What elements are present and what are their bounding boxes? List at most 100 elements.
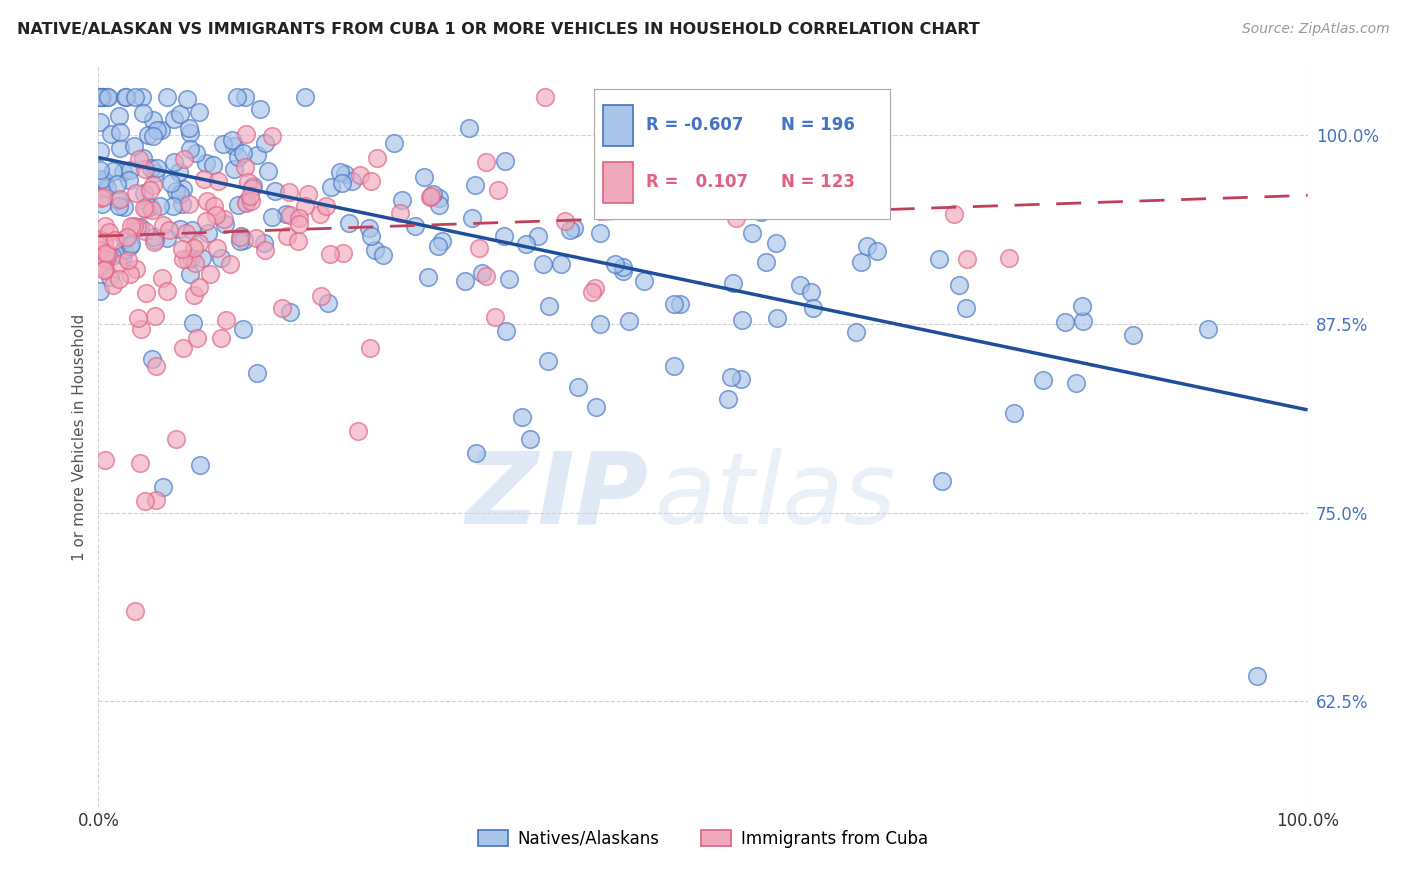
Point <box>562 221 585 235</box>
Point <box>129 456 152 470</box>
Point <box>141 161 163 176</box>
Point <box>229 229 252 244</box>
Point <box>391 193 413 207</box>
Point <box>207 241 229 255</box>
Point <box>98 225 121 239</box>
Point <box>212 211 235 226</box>
Point <box>1197 322 1219 336</box>
Point <box>589 317 612 331</box>
Point <box>585 400 607 414</box>
Point <box>359 342 381 356</box>
Point <box>159 177 181 191</box>
Point <box>118 162 141 177</box>
Point <box>464 178 486 192</box>
Point <box>948 278 970 293</box>
Point <box>235 195 257 210</box>
Point <box>89 90 111 104</box>
Point <box>226 90 249 104</box>
Point <box>335 168 357 182</box>
Point <box>169 222 191 236</box>
Point <box>90 191 112 205</box>
Point <box>257 164 280 178</box>
Point <box>101 249 124 263</box>
Point <box>120 267 142 281</box>
Point <box>114 200 136 214</box>
Point <box>135 286 157 301</box>
Point <box>413 169 436 184</box>
Point <box>789 277 811 292</box>
Point <box>1002 406 1025 420</box>
Point <box>427 239 450 253</box>
Point <box>226 150 249 164</box>
Point <box>515 236 537 251</box>
Point <box>141 203 163 218</box>
Point <box>112 248 135 262</box>
Point <box>633 274 655 288</box>
Point <box>112 243 135 257</box>
Point <box>668 296 690 310</box>
Point <box>172 196 194 211</box>
Point <box>228 230 250 244</box>
Point <box>173 153 195 167</box>
Point <box>224 162 246 177</box>
Point <box>114 231 136 245</box>
Point <box>239 194 262 209</box>
Point <box>166 432 188 446</box>
Point <box>844 325 866 339</box>
Point <box>340 174 363 188</box>
Point <box>825 190 848 204</box>
Point <box>928 252 950 266</box>
Point <box>143 235 166 249</box>
Point <box>233 160 256 174</box>
Point <box>94 453 117 467</box>
Point <box>337 216 360 230</box>
Point <box>294 199 316 213</box>
Point <box>749 204 772 219</box>
Point <box>89 163 111 178</box>
Point <box>554 214 576 228</box>
Point <box>149 199 172 213</box>
Point <box>537 354 560 368</box>
Point <box>110 192 132 206</box>
Point <box>654 164 676 178</box>
Point <box>132 201 155 215</box>
Point <box>89 243 111 257</box>
Point <box>240 180 263 194</box>
Point <box>801 301 824 315</box>
Point <box>253 136 276 150</box>
Point <box>93 235 115 249</box>
Point <box>955 301 977 315</box>
Point <box>167 165 190 179</box>
Point <box>96 181 118 195</box>
Point <box>132 186 155 201</box>
Point <box>188 458 211 472</box>
Point <box>205 208 228 222</box>
Point <box>124 90 146 104</box>
Point <box>129 220 152 235</box>
Point <box>150 271 173 285</box>
Point <box>91 90 114 104</box>
Point <box>152 480 174 494</box>
Point <box>169 107 191 121</box>
Point <box>146 123 169 137</box>
Point <box>91 190 114 204</box>
Point <box>97 247 120 261</box>
Point <box>170 242 193 256</box>
Point <box>96 245 118 260</box>
Point <box>253 236 276 251</box>
Point <box>318 296 340 310</box>
Point <box>124 604 146 618</box>
Point <box>90 172 112 186</box>
Point <box>118 173 141 187</box>
Point <box>319 246 342 260</box>
Point <box>172 181 194 195</box>
Point <box>179 121 201 136</box>
Point <box>152 218 174 232</box>
Point <box>498 272 520 286</box>
Point <box>460 211 482 226</box>
Point <box>232 145 254 160</box>
Point <box>260 210 283 224</box>
Point <box>108 271 131 285</box>
Point <box>163 154 186 169</box>
Point <box>519 432 541 446</box>
